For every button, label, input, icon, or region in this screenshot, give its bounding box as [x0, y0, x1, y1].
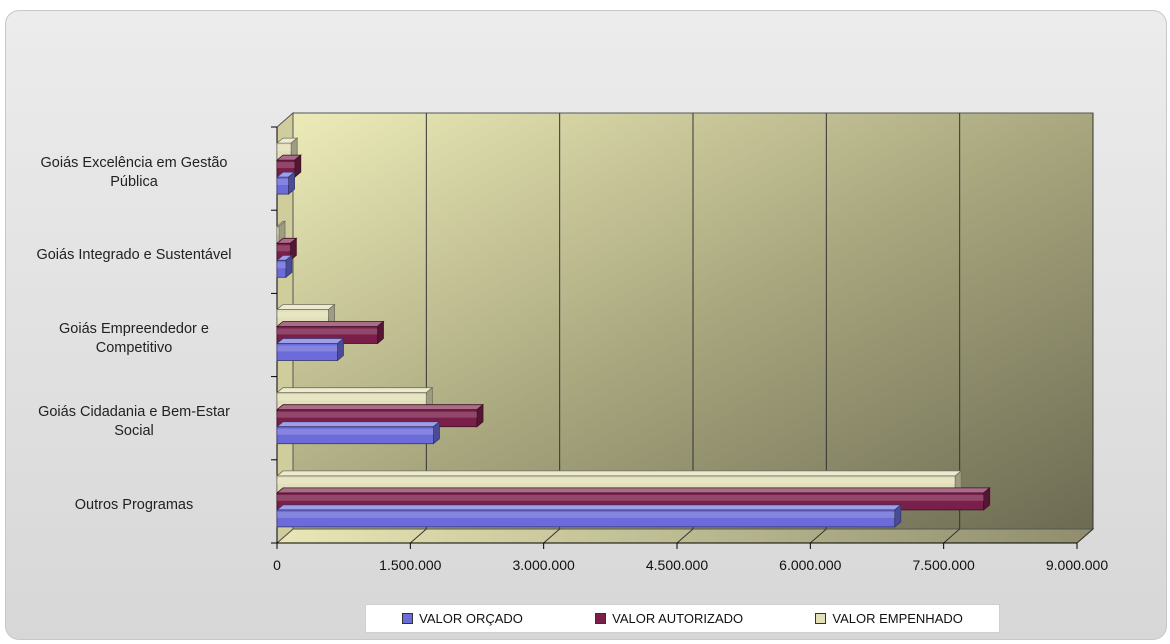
bar-top-face: [275, 487, 991, 494]
x-tick-label: 3.000.000: [512, 557, 575, 573]
y-category-label-line: Outros Programas: [74, 496, 194, 513]
bar-highlight: [277, 162, 295, 169]
bar-end-face: [476, 403, 484, 428]
y-category-label-line: Social: [114, 423, 154, 440]
y-category-label-line: Competitivo: [95, 340, 173, 356]
x-tick-label: 1.500.000: [379, 557, 442, 573]
bar-end-face: [894, 504, 902, 528]
legend-label: VALOR EMPENHADO: [832, 611, 963, 626]
bar-highlight: [277, 494, 984, 501]
bar-highlight: [277, 328, 378, 335]
gridline-floor: [943, 528, 960, 544]
x-tick-label: 7.500.000: [912, 557, 975, 573]
y-category-label: Goiás Excelência em Gestão Pública: [3, 154, 265, 192]
bar-highlight: [277, 262, 286, 269]
legend-label: VALOR ORÇADO: [419, 611, 523, 626]
y-category-label-line: Goiás Cidadania e Bem-Estar: [38, 404, 230, 421]
gridline-floor: [676, 528, 694, 544]
legend-swatch: [402, 613, 414, 624]
chart-legend: VALOR ORÇADO VALOR AUTORIZADO VALOR EMPENH…: [365, 604, 1000, 633]
legend-swatch: [595, 613, 607, 624]
x-tick-label: 6.000.000: [779, 557, 842, 573]
y-category-label: Outros Programas: [3, 496, 265, 515]
bar-highlight: [277, 345, 338, 352]
bar-top-face: [275, 321, 385, 327]
legend-label: VALOR AUTORIZADO: [612, 611, 744, 626]
bar-top-face: [275, 421, 441, 428]
bar-highlight: [277, 228, 279, 235]
bar-end-face: [337, 337, 344, 362]
bar-end-face: [983, 487, 991, 511]
bar-end-face: [288, 171, 295, 195]
bar-highlight: [277, 311, 329, 318]
y-category-label: Goiás Integrado e Sustentável: [3, 246, 265, 265]
x-tick-label: 0: [273, 557, 281, 573]
y-category-label-line: Pública: [110, 173, 158, 190]
y-category-label: Goiás Empreendedor e Competitivo: [3, 320, 265, 358]
bar-highlight: [277, 477, 956, 484]
bar-highlight: [277, 179, 289, 186]
x-tick-label: 4.500.000: [645, 557, 709, 573]
legend-item: VALOR EMPENHADO: [815, 611, 963, 626]
legend-item: VALOR AUTORIZADO: [595, 611, 743, 626]
gridline-floor: [810, 528, 827, 544]
y-category-label-line: Goiás Excelência em Gestão: [40, 154, 228, 171]
bar-highlight: [277, 511, 895, 518]
gridline-floor: [543, 528, 560, 544]
gridline-floor: [410, 528, 427, 544]
bar-highlight: [277, 145, 292, 152]
bar-top-face: [275, 304, 336, 310]
legend-swatch: [815, 613, 827, 624]
bar-end-face: [289, 237, 297, 262]
y-category-label: Goiás Cidadania e Bem-Estar Social: [3, 403, 265, 441]
bar-highlight: [277, 428, 434, 435]
bar-top-face: [275, 404, 485, 411]
bar-top-face: [275, 504, 902, 511]
y-category-label-line: Goiás Integrado e Sustentável: [36, 247, 232, 264]
bar-top-face: [275, 387, 434, 394]
bar-highlight: [277, 411, 477, 418]
gridline-floor: [1076, 528, 1094, 544]
bar-top-face: [275, 470, 963, 477]
bar-end-face: [433, 420, 440, 445]
y-category-label-line: Goiás Empreendedor e: [59, 321, 209, 337]
x-tick-label: 9.000.000: [1045, 557, 1109, 573]
bar-end-face: [285, 254, 293, 279]
bar-highlight: [277, 394, 427, 401]
bar-top-face: [275, 338, 345, 344]
legend-item: VALOR ORÇADO: [402, 611, 523, 626]
bar-end-face: [377, 320, 384, 345]
bar-highlight: [277, 245, 291, 252]
